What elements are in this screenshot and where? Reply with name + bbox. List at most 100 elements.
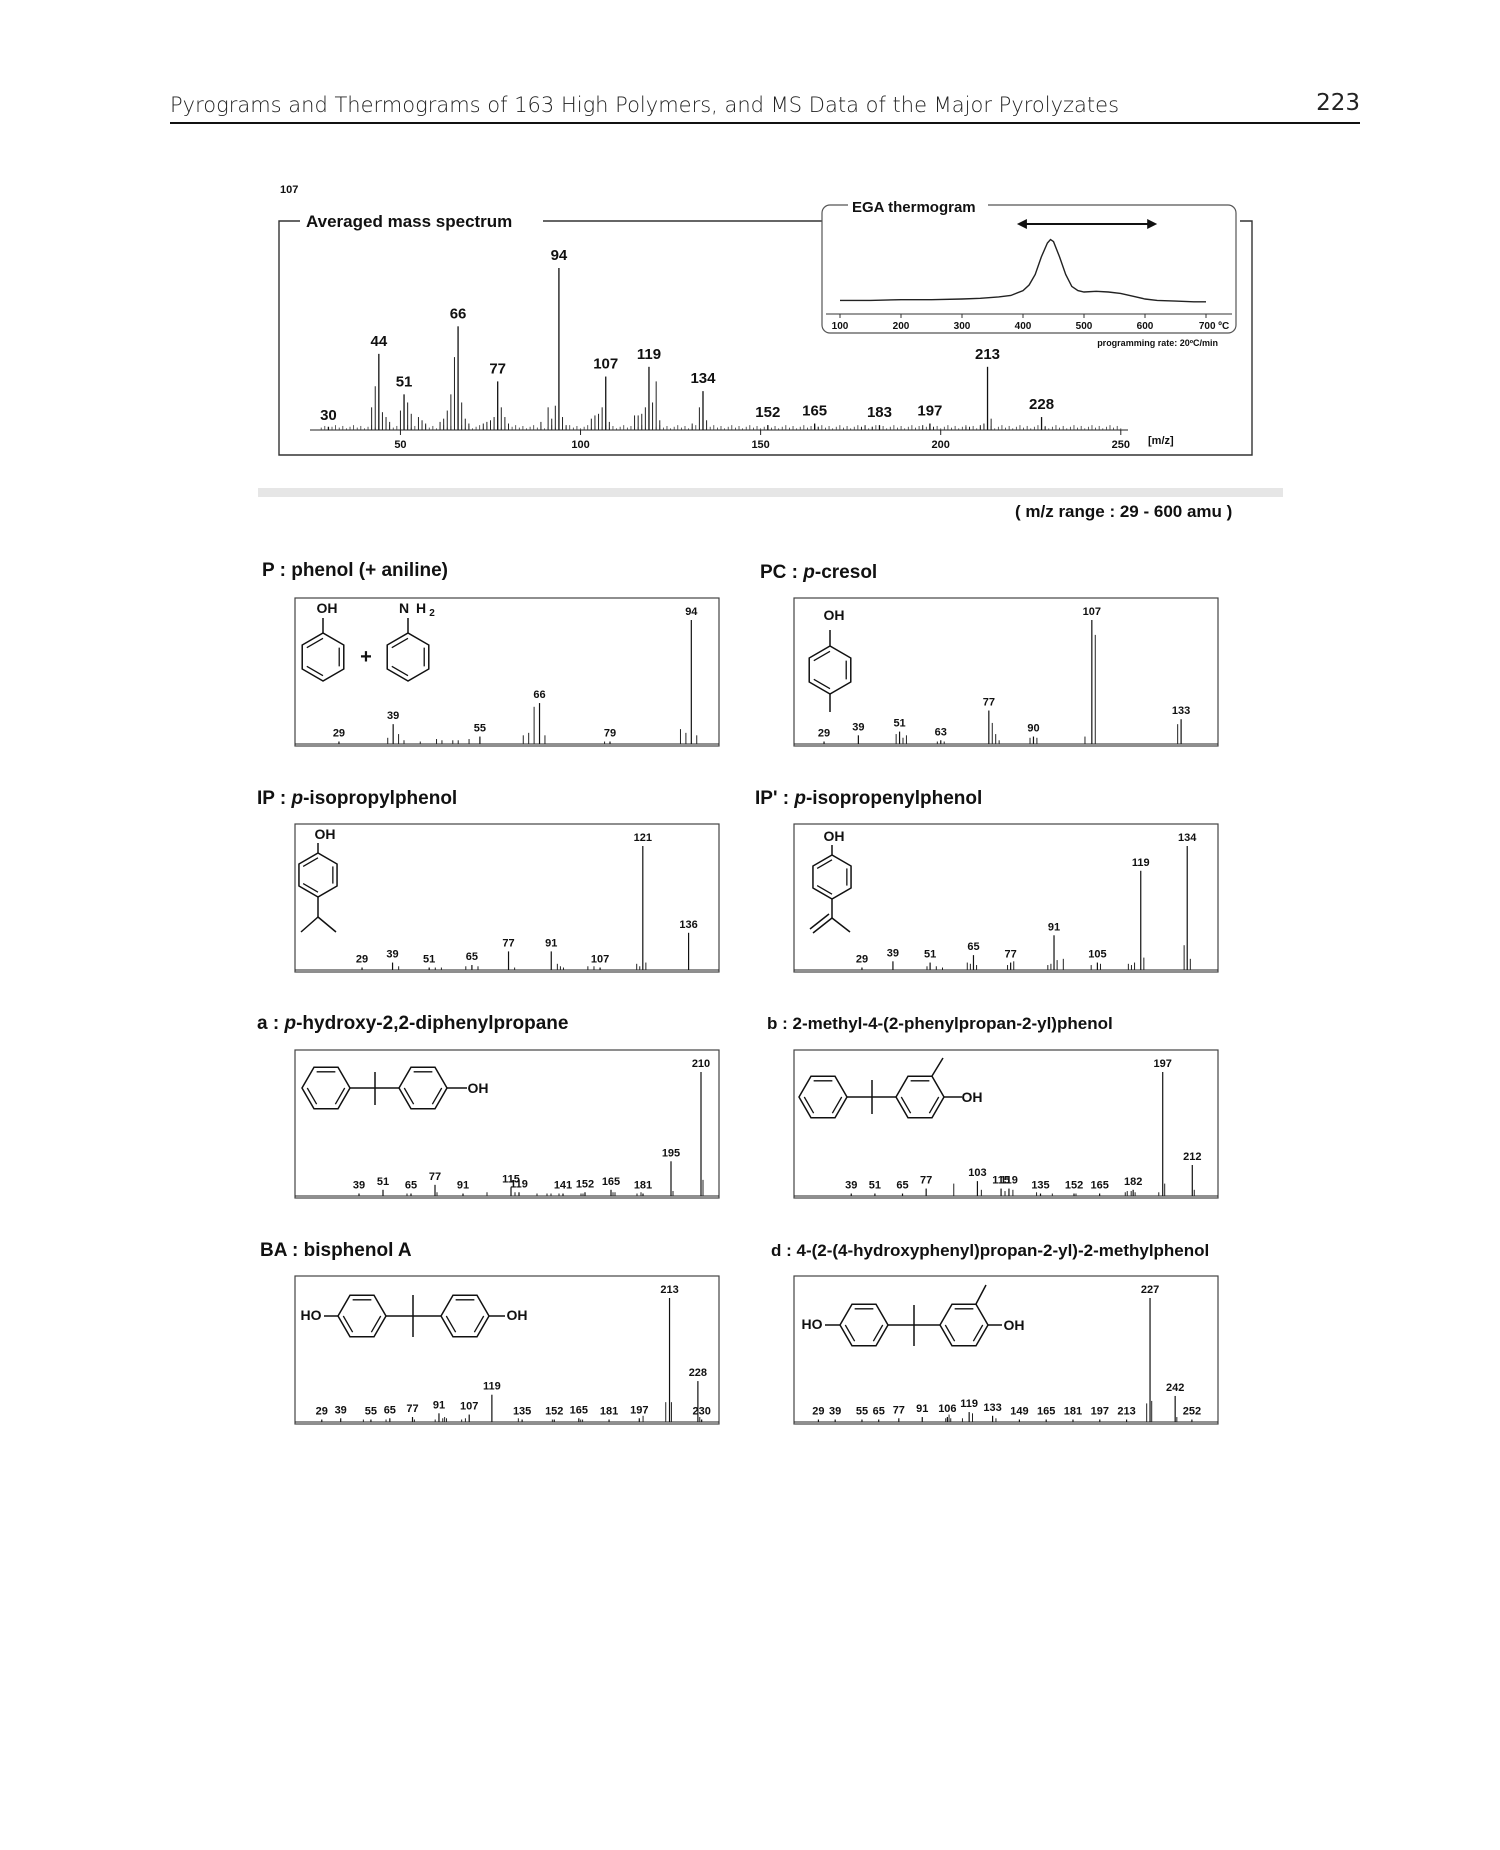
peak-label-77: 77 (983, 697, 995, 709)
peak-label-227: 227 (1141, 1284, 1159, 1296)
peak-label-195: 195 (662, 1147, 680, 1159)
peak-label-119: 119 (483, 1381, 501, 1393)
peak-label-252: 252 (1183, 1406, 1201, 1418)
panel-title-ba: BA : bisphenol A (260, 1240, 412, 1261)
peak-label-181: 181 (600, 1406, 618, 1418)
spectrum-frame (278, 220, 1253, 456)
structure-phenol-aniline: OH + N H 2 (301, 600, 435, 682)
peak-label-90: 90 (1027, 723, 1039, 735)
peak-label-39: 39 (829, 1406, 841, 1418)
ring-double-bond (872, 1324, 884, 1342)
peak-label-39: 39 (335, 1404, 347, 1416)
bond (317, 916, 337, 933)
ega-curve (840, 238, 1206, 303)
ega-title: EGA thermogram (852, 199, 976, 216)
ring-double-bond (972, 1324, 984, 1342)
ring-outline (301, 1066, 351, 1110)
benzene-ring (337, 1294, 387, 1338)
ega-tick-label: 700 ºC (1199, 321, 1229, 332)
ega-tick-label: 400 (1015, 321, 1032, 332)
peak-label-91: 91 (457, 1180, 469, 1192)
ring-double-bond (831, 1096, 843, 1114)
benzene-ring (440, 1294, 490, 1338)
peak-label-152: 152 (1065, 1180, 1083, 1192)
peak-label-39: 39 (852, 721, 864, 733)
structure-hydroxy-diphenylpropane: OH (301, 1066, 489, 1110)
panel-title-ip-prime: IP' : p-isopropenylphenol (755, 788, 983, 809)
panel-title-b: b : 2-methyl-4-(2-phenylpropan-2-yl)phen… (767, 1014, 1113, 1033)
benzene-ring (386, 632, 430, 682)
peak-label-39: 39 (845, 1180, 857, 1192)
panel-frame (294, 597, 720, 747)
peak-label-77: 77 (489, 360, 506, 377)
hydroxyl-label: OH (962, 1089, 983, 1105)
peak-label-210: 210 (692, 1058, 710, 1070)
page-number: 223 (1316, 90, 1360, 116)
panel-frame (294, 823, 720, 973)
peak-label-91: 91 (433, 1399, 445, 1411)
peak-label-66: 66 (533, 689, 545, 701)
peak-label-29: 29 (316, 1406, 328, 1418)
ring-double-bond (334, 1087, 346, 1105)
peak-label-77: 77 (920, 1175, 932, 1187)
ring-double-bond (306, 637, 324, 649)
ring-double-bond (844, 1324, 856, 1342)
benzene-ring (301, 632, 345, 682)
peak-label-197: 197 (630, 1404, 648, 1416)
ring-double-bond (816, 859, 833, 869)
ega-arrow-head-right (1147, 219, 1158, 229)
peak-label-119: 119 (1132, 857, 1150, 869)
peak-label-91: 91 (1048, 921, 1060, 933)
peak-label-65: 65 (405, 1180, 417, 1192)
ega-title-mask (848, 196, 988, 214)
peak-label-133: 133 (983, 1402, 1001, 1414)
benzene-ring (895, 1075, 945, 1119)
panel-frame (793, 1049, 1219, 1199)
x-tick-label: 50 (394, 439, 406, 451)
panel-frame (294, 1049, 720, 1199)
peak-label-77: 77 (502, 937, 514, 949)
header-rule (170, 122, 1360, 124)
benzene-ring (298, 852, 338, 898)
peak-label-165: 165 (570, 1404, 588, 1416)
peak-label-39: 39 (887, 947, 899, 959)
panel-8: 29 39 55 65 77 91 107 119 135 152 165 181 197 213 228 2… (294, 1275, 720, 1425)
peak-label-197: 197 (1091, 1406, 1109, 1418)
peak-label-51: 51 (396, 373, 413, 390)
peak-label-213: 213 (660, 1284, 678, 1296)
peak-label-105: 105 (1088, 949, 1106, 961)
peak-label-183: 183 (867, 404, 892, 421)
peak-label-136: 136 (679, 919, 697, 931)
ring-double-bond (306, 1087, 318, 1105)
peak-label-213: 213 (975, 346, 1000, 363)
peak-label-181: 181 (634, 1180, 652, 1192)
panel-title-ip: IP : p-isopropylphenol (257, 788, 458, 809)
ring-double-bond (342, 1315, 354, 1333)
averaged-mass-spectrum: 107 Averaged mass spectrum 50 100 150 200 250 [… (278, 184, 1253, 456)
ring-double-bond (431, 1087, 443, 1105)
peak-label-29: 29 (818, 728, 830, 740)
peak-label-213: 213 (1117, 1406, 1135, 1418)
peak-label-79: 79 (604, 728, 616, 740)
peak-label-115: 115 (992, 1175, 1010, 1187)
structure-p-isopropenylphenol: OH (809, 828, 852, 934)
peak-label-51: 51 (924, 949, 936, 961)
bond (975, 1284, 987, 1305)
ring-outline (337, 1294, 387, 1338)
x-tick-label: 250 (1112, 439, 1130, 451)
peak-label-212: 212 (1183, 1151, 1201, 1163)
chemical-structures: OH + N H 2 OH OH OH OH OH HO OH HO OH (298, 600, 1025, 1347)
panel-2: 29 39 55 66 79 94 (294, 597, 720, 747)
ega-tick-label: 500 (1076, 321, 1093, 332)
peak-label-63: 63 (935, 726, 947, 738)
peak-label-55: 55 (474, 723, 486, 735)
peak-label-29: 29 (856, 954, 868, 966)
peak-label-242: 242 (1166, 1382, 1184, 1394)
peak-label-29: 29 (812, 1406, 824, 1418)
peak-label-152: 152 (576, 1178, 594, 1190)
ega-tick-label: 200 (893, 321, 910, 332)
peak-label-107: 107 (593, 356, 618, 373)
ring-outline (839, 1303, 889, 1347)
